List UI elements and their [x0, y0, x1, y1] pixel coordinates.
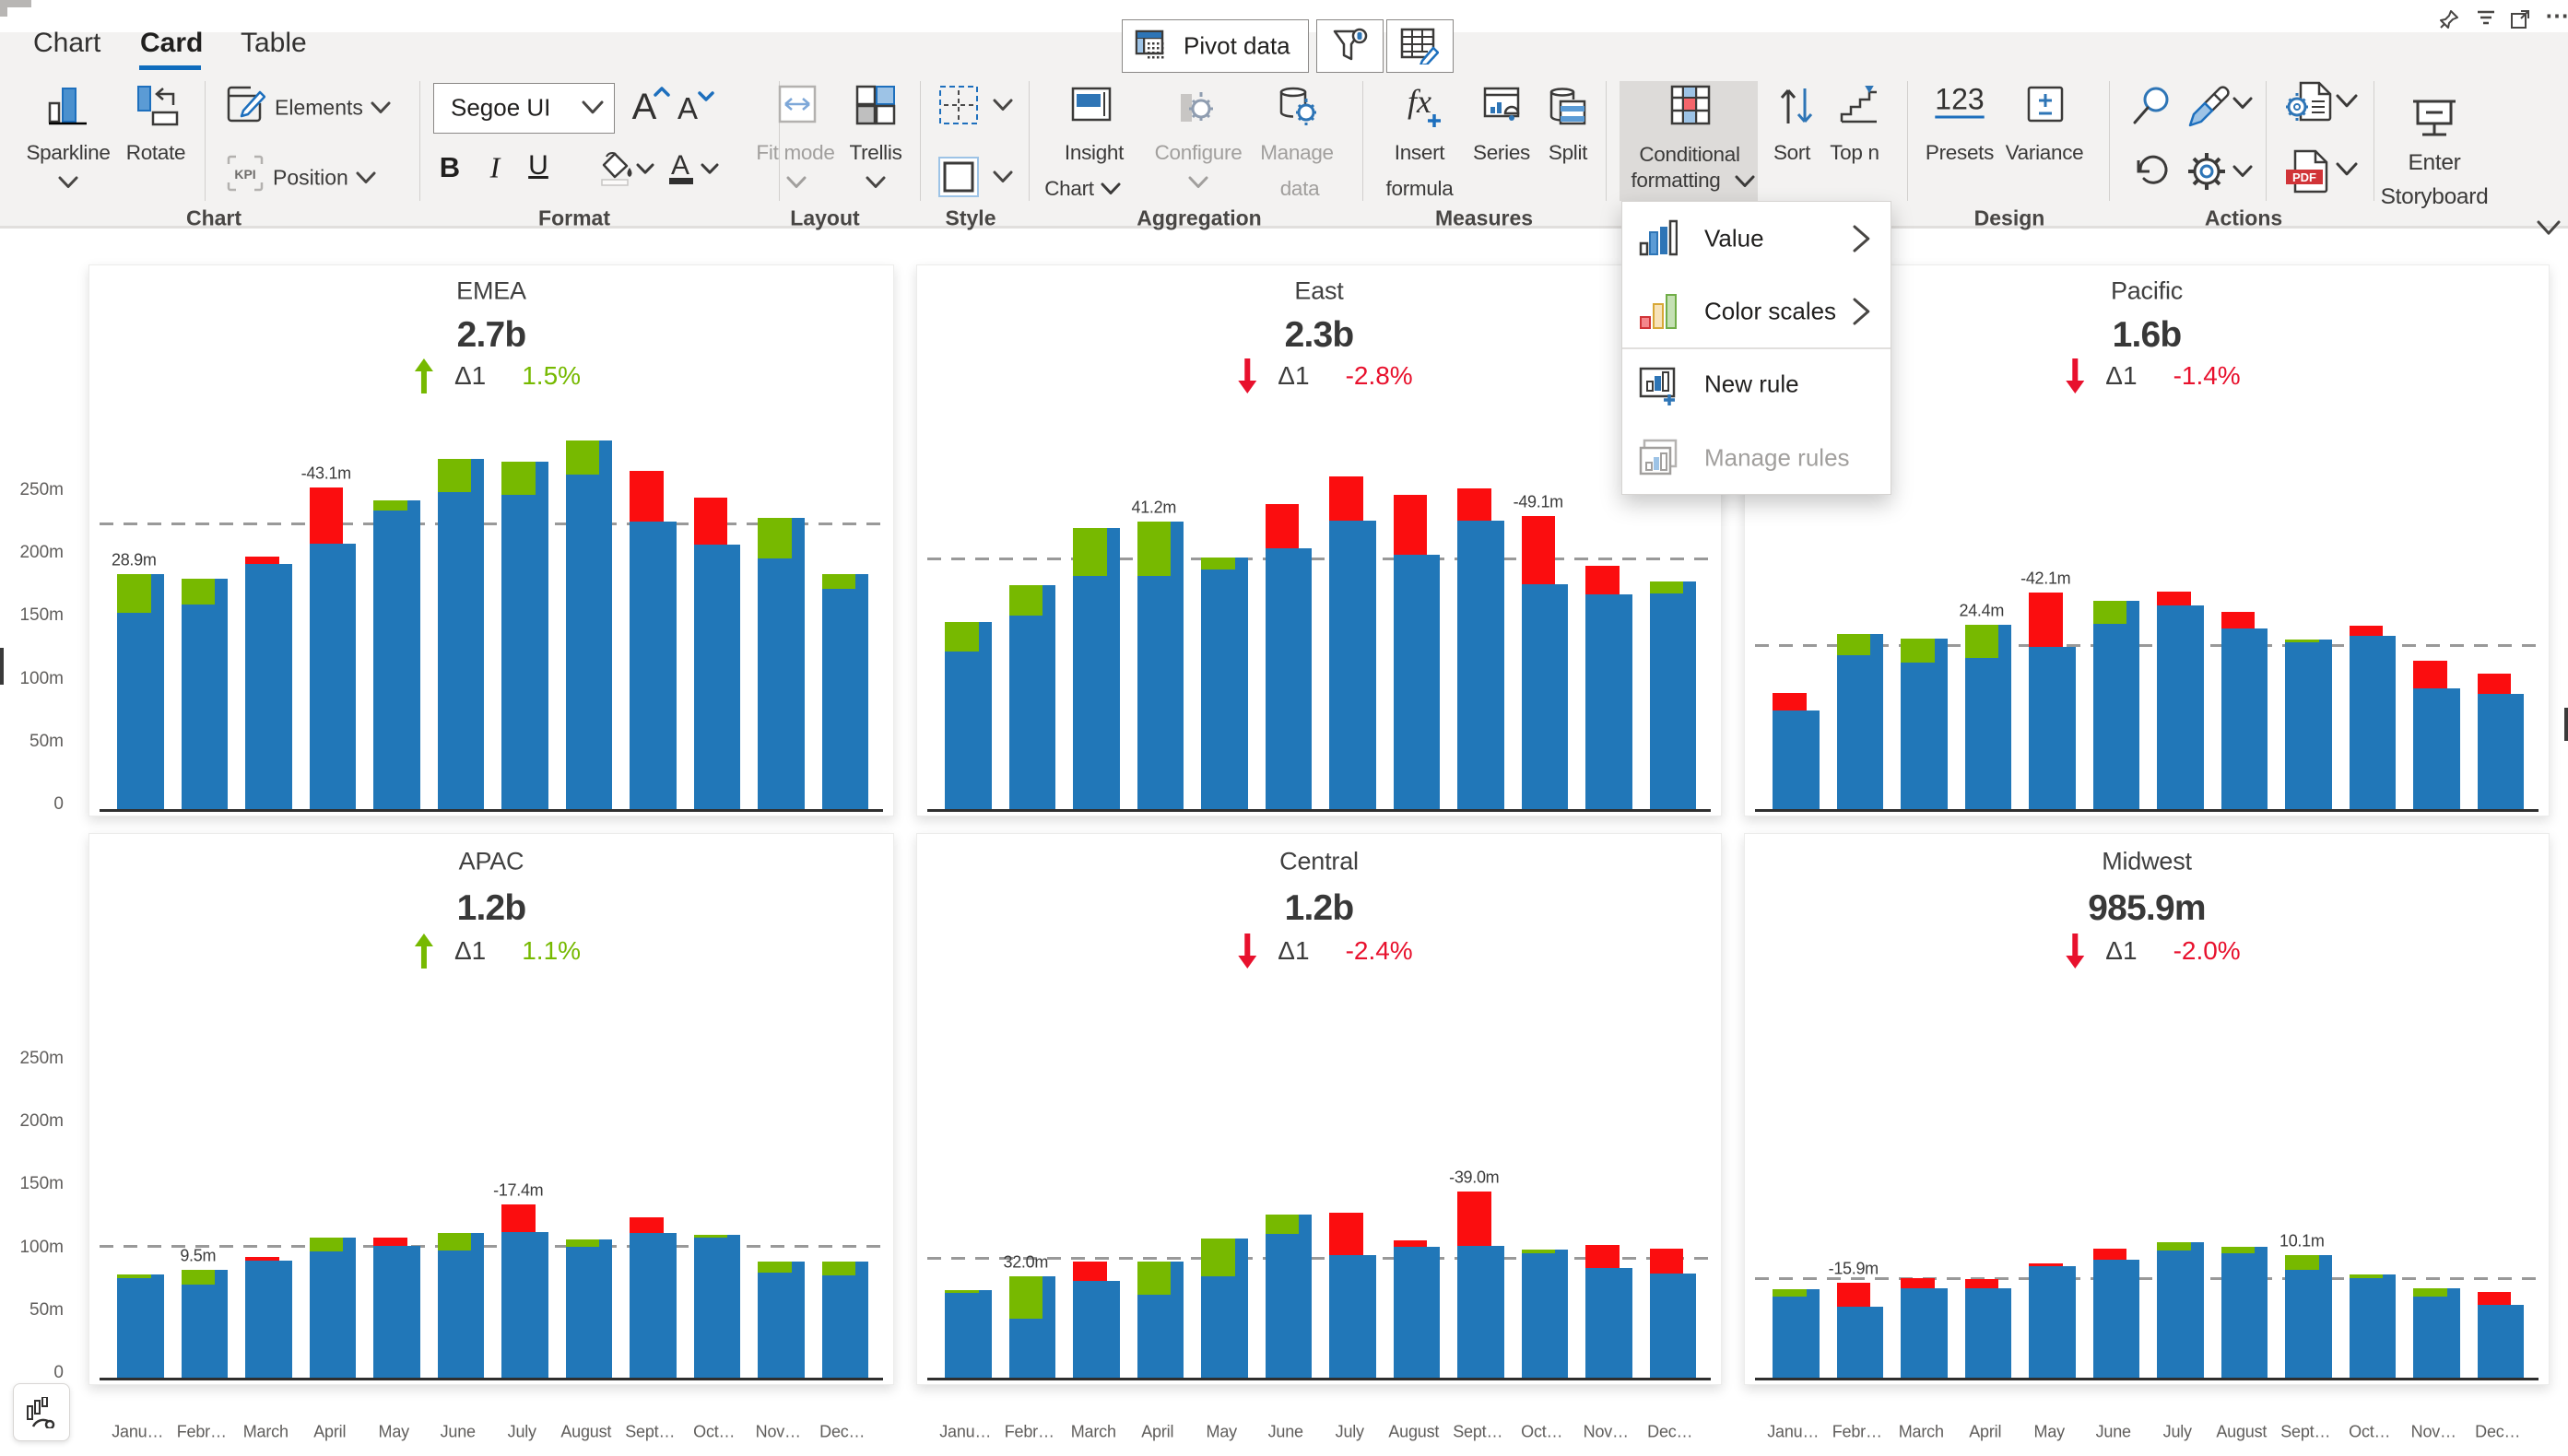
- svg-text:KPI: KPI: [234, 167, 255, 182]
- svg-text:A: A: [671, 150, 689, 181]
- svg-text:PDF: PDF: [2292, 170, 2316, 184]
- svg-text:A: A: [677, 91, 698, 124]
- svg-text:fx: fx: [1408, 85, 1431, 120]
- svg-text:A: A: [632, 87, 657, 124]
